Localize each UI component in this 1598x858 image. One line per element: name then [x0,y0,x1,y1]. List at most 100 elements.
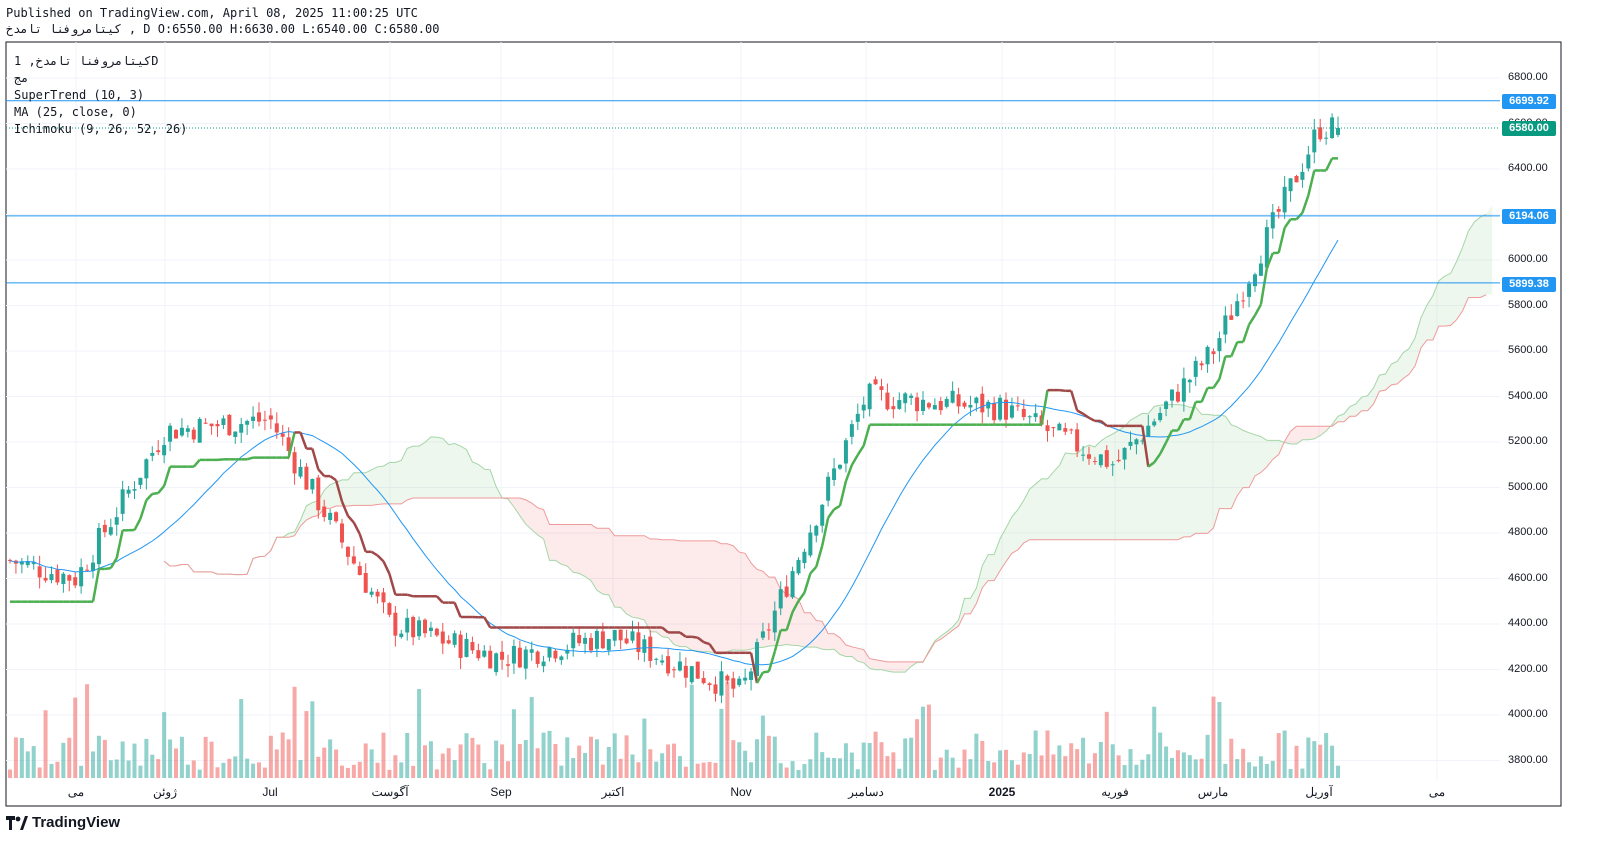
candle-body [737,678,742,686]
cloud-segment [1361,395,1368,411]
candle-body [1092,461,1097,463]
volume-bar [553,744,558,778]
candle-body [784,586,789,597]
candle-body [1057,423,1062,431]
candle-body [1270,212,1275,229]
candle-body [523,649,528,669]
cloud-segment [834,633,840,655]
supertrend-segment [809,565,818,575]
supertrend-segment [679,631,687,638]
volume-bar [1146,754,1151,778]
supertrend-segment [762,670,770,674]
supertrend-segment [358,533,367,553]
cloud-segment [1302,426,1309,440]
volume-bar [666,744,671,778]
candle-body [150,452,155,456]
candle-body [855,413,860,422]
supertrend-segment [388,573,397,596]
candle-body [357,566,362,576]
candle-body [49,574,54,581]
cloud-segment [1379,373,1386,392]
volume-bar [67,737,72,778]
supertrend-segment [192,459,201,468]
volume-bar [1229,738,1234,778]
candle-body [458,634,463,658]
volume-bar [381,732,386,778]
volume-bar [144,738,149,778]
cloud-segment [1421,305,1427,348]
cloud-segment [745,553,752,651]
candle-body [583,637,588,644]
candle-body [814,525,819,536]
cloud-segment [555,524,562,565]
cloud-segment [395,460,402,504]
cloud-segment [1450,261,1457,326]
volume-bar [1294,745,1299,778]
candle-body [1175,391,1180,402]
candle-body [517,647,522,668]
candle-body [191,429,196,440]
volume-bar [1211,696,1216,778]
volume-bar [399,762,404,778]
volume-bar [440,753,445,778]
supertrend-segment [862,424,871,447]
supertrend-segment [133,518,142,531]
cloud-segment [531,502,538,535]
candle-body [962,402,967,407]
candle-body [215,424,220,427]
volume-bar [49,763,54,778]
volume-bar [921,706,925,778]
legend-exchange: مج [14,71,29,85]
volume-bar [25,751,30,778]
tradingview-logo[interactable]: TradingView [6,814,120,831]
chart-frame [5,41,1562,807]
volume-bar [162,712,167,778]
legend-ma[interactable]: MA (25, close, 0) [14,105,137,119]
volume-bar [73,697,78,778]
candle-body [843,440,848,464]
supertrend-segment [791,600,800,613]
volume-bar [221,762,226,778]
legend-ichimoku[interactable]: Ichimoku (9, 26, 52, 26) [14,122,188,136]
x-tick-label: مارس [1197,785,1229,799]
volume-bar [802,764,807,778]
volume-bar [340,765,344,778]
x-tick-label: آگوست [371,785,409,799]
candle-body [683,665,688,678]
volume-bar [743,750,748,778]
candle-body [322,506,327,518]
volume-bar [938,757,943,778]
cloud-segment [798,599,805,648]
volume-bar [179,736,184,778]
volume-bar [926,704,931,778]
cloud-segment [1326,424,1333,432]
volume-bar [1270,760,1275,778]
volume-bar [488,769,493,778]
volume-bar [1258,756,1263,778]
candle-body [476,650,481,659]
candle-body [91,562,95,571]
volume-bar [434,769,439,778]
y-tick-label: 5000.00 [1508,480,1548,493]
cloud-segment [1112,430,1119,540]
y-tick-label: 3800.00 [1508,753,1548,766]
volume-bar [1128,749,1133,778]
cloud-segment [1047,471,1054,540]
candle-body [1128,441,1133,446]
volume-bar [120,741,125,778]
volume-bar [760,715,765,778]
volume-bar [683,766,688,778]
cloud-segment [994,538,1001,581]
volume-bar [274,749,279,778]
y-tick-label: 4800.00 [1508,526,1548,538]
legend-supertrend[interactable]: SuperTrend (10, 3) [14,88,145,102]
supertrend-segment [1230,341,1239,357]
supertrend-segment [406,593,414,598]
volume-bar [174,748,178,778]
volume-bar [8,769,12,778]
brand-label: TradingView [32,814,121,831]
volume-bar [577,745,582,778]
volume-bar [357,761,362,778]
volume-bar [1306,737,1311,778]
